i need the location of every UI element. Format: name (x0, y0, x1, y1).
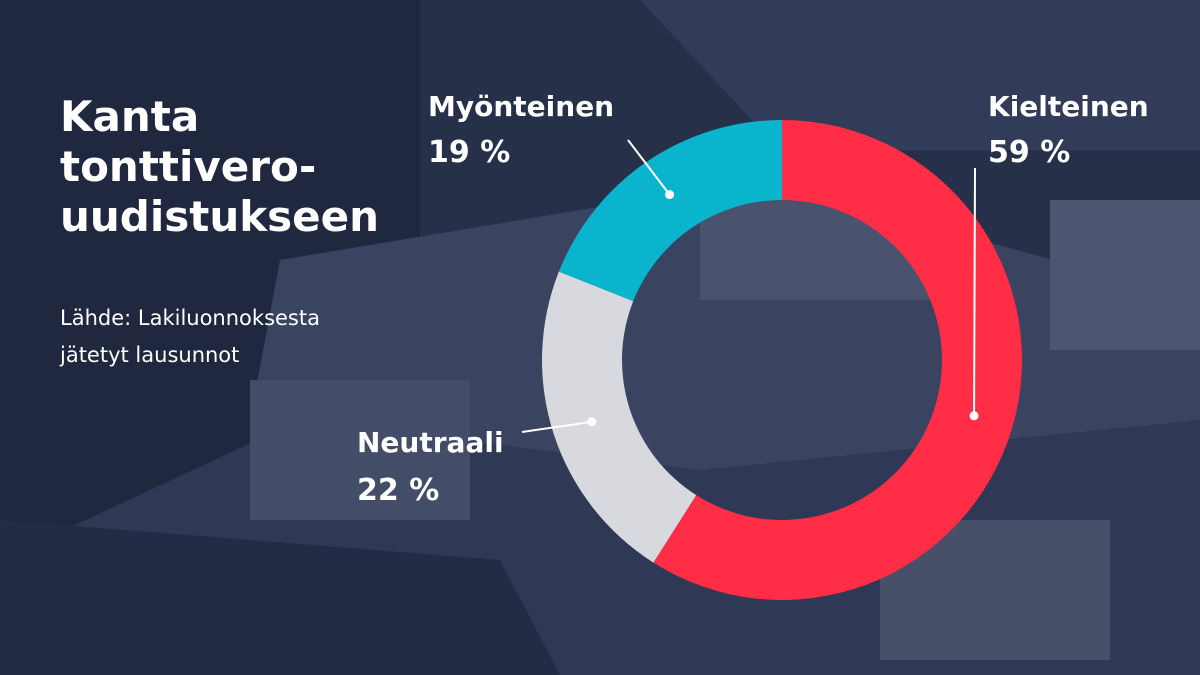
leader-line-myönteinen (627, 139, 671, 196)
leader-line-neutraali (521, 420, 592, 433)
source-line: jätetyt lausunnot (60, 343, 240, 367)
slice-label-myonteinen: Myönteinen (428, 90, 614, 123)
chart-title: Kanta tonttivero- uudistukseen (60, 92, 440, 242)
donut-slice-kielteinen (653, 120, 1022, 600)
donut-slice-neutraali (542, 271, 697, 563)
title-line: uudistukseen (60, 192, 380, 241)
slice-value-kielteinen: 59 % (988, 135, 1070, 170)
slice-label-kielteinen: Kielteinen (988, 90, 1149, 123)
slice-value-neutraali: 22 % (357, 473, 439, 508)
title-line: Kanta (60, 92, 200, 141)
source-line: Lähde: Lakiluonnoksesta (60, 306, 320, 330)
slice-label-neutraali: Neutraali (357, 426, 504, 459)
leader-line-kielteinen (973, 167, 976, 416)
title-line: tonttivero- (60, 142, 317, 191)
source-note: Lähde: Lakiluonnoksesta jätetyt lausunno… (60, 300, 440, 374)
donut-slice-myönteinen (558, 120, 782, 302)
slice-value-myonteinen: 19 % (428, 135, 510, 170)
